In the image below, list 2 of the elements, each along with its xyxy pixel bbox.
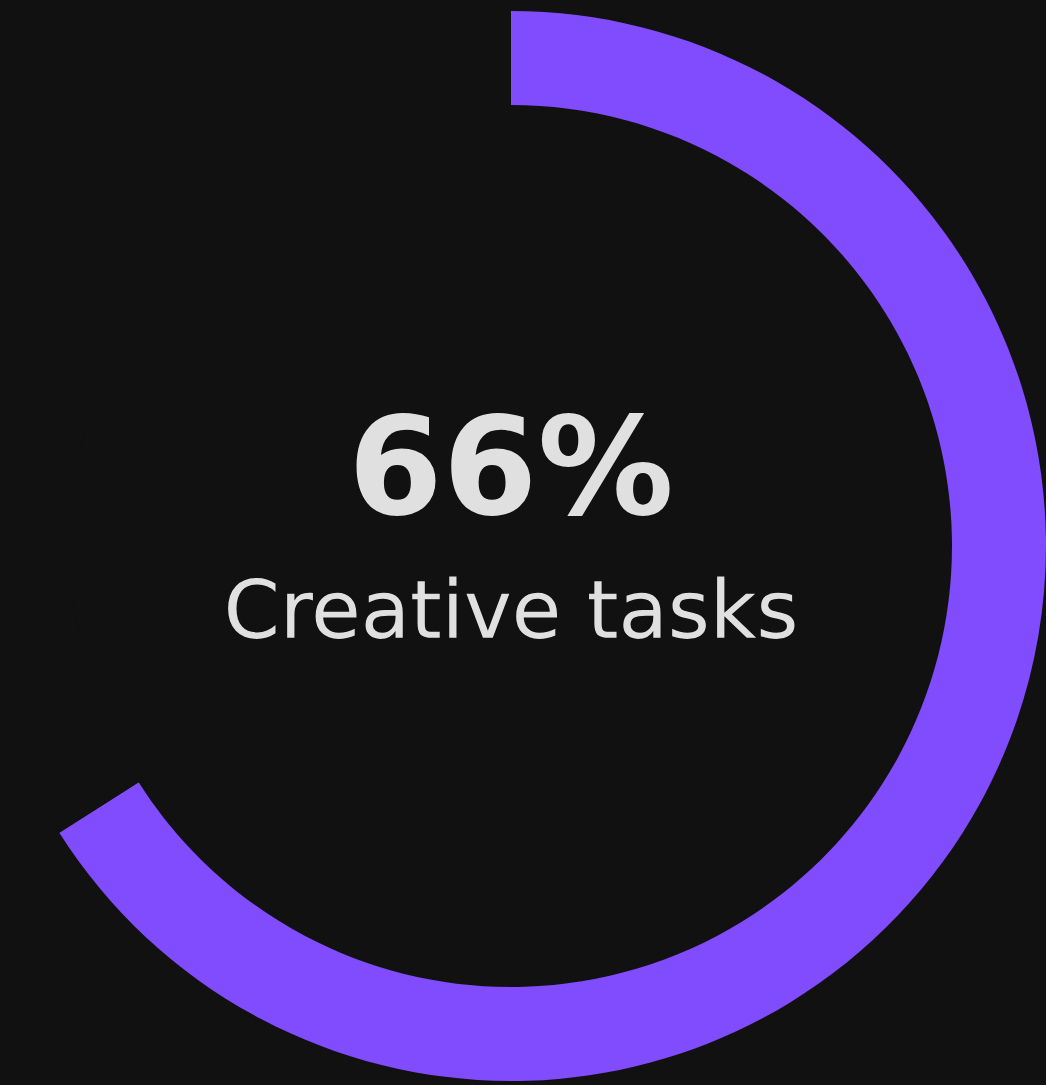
slice-label: Creative tasks — [228, 576, 795, 639]
data-label: 66% — [356, 412, 670, 516]
